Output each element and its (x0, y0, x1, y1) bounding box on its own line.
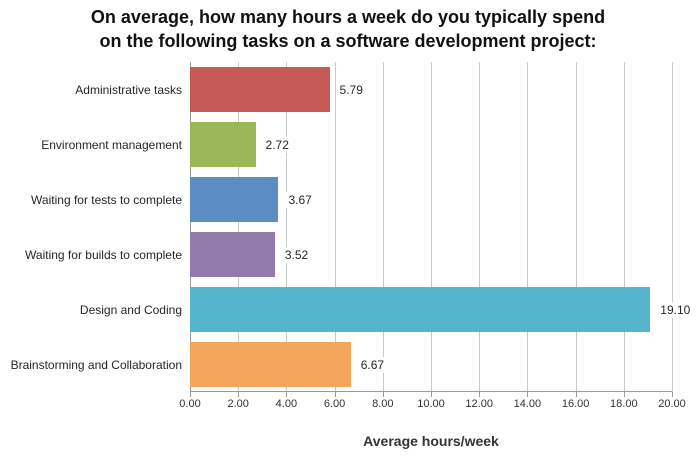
value-label: 2.72 (263, 136, 291, 153)
bar-row: 19.10 (190, 282, 693, 337)
gridline (527, 62, 529, 392)
bar-row: 5.79 (190, 62, 672, 117)
x-tick-label: 12.00 (465, 398, 493, 410)
x-tick-label: 2.00 (227, 398, 249, 410)
x-tick-label: 0.00 (179, 398, 201, 410)
x-tick-label: 8.00 (372, 398, 394, 410)
gridline (382, 62, 384, 392)
gridline (672, 62, 673, 392)
x-tick-label: 18.00 (610, 398, 638, 410)
x-tick-mark (334, 392, 336, 397)
chart-title-line2: on the following tasks on a software dev… (99, 31, 597, 51)
bar-rows: 5.79 2.72 3.67 3.52 19.10 6.67 (190, 62, 693, 392)
value-label: 3.52 (282, 246, 311, 263)
category-label: Administrative tasks (75, 82, 182, 97)
value-label: 5.79 (337, 81, 365, 98)
x-tick-mark (382, 392, 384, 397)
bar-row: 2.72 (190, 117, 672, 172)
bar (190, 67, 330, 112)
gridline (431, 62, 432, 392)
gridline (479, 62, 481, 392)
x-tick-mark (190, 392, 191, 397)
x-tick-mark (479, 392, 481, 397)
x-tick-label: 14.00 (513, 398, 542, 410)
gridline (334, 62, 336, 392)
category-label: Design and Coding (79, 302, 182, 317)
value-label: 19.10 (658, 301, 693, 318)
gridline (623, 62, 625, 392)
y-axis-line (190, 62, 191, 392)
value-label: 3.67 (286, 191, 314, 208)
chart-title: On average, how many hours a week do you… (0, 5, 696, 53)
x-tick-mark (623, 392, 625, 397)
category-label: Environment management (41, 137, 182, 152)
x-tick-mark (672, 392, 673, 397)
category-label: Brainstorming and Collaboration (10, 357, 182, 372)
x-tick-label: 6.00 (323, 398, 346, 410)
bar (190, 342, 351, 387)
x-axis-title: Average hours/week (363, 433, 499, 449)
x-tick-mark (527, 392, 529, 397)
chart-title-line1: On average, how many hours a week do you… (90, 7, 606, 27)
bar (190, 177, 279, 222)
gridline (238, 62, 240, 392)
bar-row: 6.67 (190, 337, 672, 392)
x-axis-tick-labels: 0.00 2.00 4.00 6.00 8.00 10.00 12.00 14.00 16.00… (179, 398, 685, 412)
plot-area: 5.79 2.72 3.67 3.52 19.10 6.67 (190, 62, 693, 397)
x-tick-label: 4.00 (275, 398, 298, 410)
bar (190, 232, 275, 277)
x-tick-label: 10.00 (417, 398, 445, 410)
x-tick-label: 20.00 (658, 398, 686, 410)
bar (190, 287, 651, 332)
bar-row: 3.52 (190, 227, 672, 282)
x-tick-mark (431, 392, 432, 397)
x-tick-mark (575, 392, 577, 397)
x-tick-mark (238, 392, 240, 397)
bar-row: 3.67 (190, 172, 672, 227)
bar (190, 122, 256, 167)
category-axis: Administrative tasks Environment manageme… (0, 62, 182, 392)
x-tick-label: 16.00 (561, 398, 590, 410)
x-axis-line (190, 391, 672, 392)
value-label: 6.67 (358, 356, 387, 373)
gridline (575, 62, 577, 392)
gridline (286, 62, 288, 392)
category-label: Waiting for tests to complete (31, 192, 182, 207)
x-tick-mark (286, 392, 288, 397)
category-label: Waiting for builds to complete (25, 247, 182, 262)
